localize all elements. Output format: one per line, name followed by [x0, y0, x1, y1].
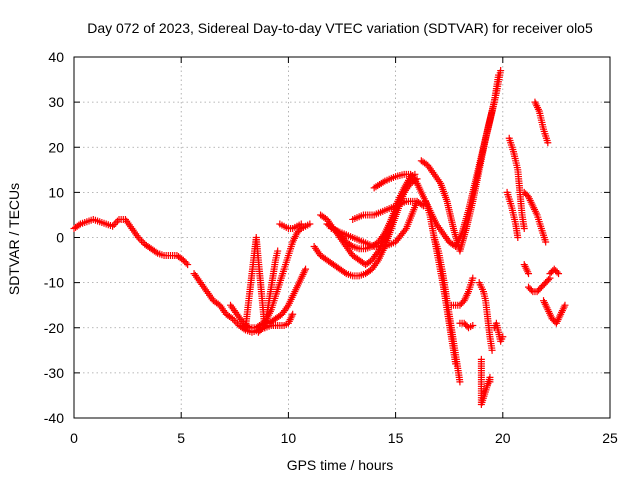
data-point	[232, 318, 240, 326]
data-point	[497, 67, 505, 75]
series-track-22	[505, 134, 528, 232]
data-point	[302, 265, 310, 273]
y-tick-label: 20	[48, 139, 64, 155]
y-tick-label: 40	[48, 49, 64, 65]
data-point	[514, 234, 522, 241]
y-tick-label: 0	[56, 230, 64, 246]
series-track-26	[525, 274, 554, 296]
data-point	[527, 286, 535, 294]
x-tick-label: 10	[281, 430, 297, 446]
series-track-19	[477, 355, 494, 408]
data-point	[75, 221, 83, 229]
x-tick-label: 15	[388, 430, 404, 446]
data-point	[230, 316, 238, 324]
series-track-05	[254, 220, 314, 336]
series-track-16	[447, 274, 477, 309]
data-point	[561, 301, 569, 309]
axis-ticks	[73, 56, 611, 419]
y-tick-labels: 40 30 20 10 0 -10 -20 -30 -40	[44, 49, 64, 426]
data-point	[138, 237, 146, 245]
series-track-06	[276, 220, 305, 232]
series-track-01	[70, 215, 192, 269]
y-axis-label: SDTVAR / TECUs	[6, 183, 22, 295]
data-point	[182, 259, 190, 267]
data-point	[544, 139, 552, 147]
y-tick-label: -20	[44, 320, 64, 336]
series-track-27	[520, 261, 533, 278]
data-point	[274, 247, 282, 255]
series-track-20	[484, 67, 505, 133]
chart-title: Day 072 of 2023, Sidereal Day-to-day VTE…	[87, 20, 593, 36]
x-tick-labels: 0 5 10 15 20 25	[70, 430, 618, 446]
data-point	[112, 219, 120, 227]
data-point	[456, 378, 464, 386]
series-track-13	[417, 107, 496, 255]
data-point	[109, 222, 117, 230]
series-track-29	[546, 265, 563, 278]
series-track-07	[310, 188, 408, 280]
series-track-04	[242, 234, 282, 332]
data-point	[486, 378, 494, 386]
data-point	[184, 261, 192, 269]
data-point	[110, 221, 118, 229]
series-track-28	[540, 297, 569, 327]
x-axis-label: GPS time / hours	[287, 457, 394, 473]
data-point	[347, 241, 355, 249]
data-point	[545, 276, 553, 284]
data-point	[555, 270, 563, 278]
series-track-15	[430, 234, 464, 386]
series-track-11	[349, 197, 427, 223]
data-point	[469, 274, 477, 282]
series-track-17	[456, 319, 477, 332]
data-point	[553, 268, 561, 276]
y-tick-label: -30	[44, 365, 64, 381]
series-track-18	[475, 279, 496, 354]
x-tick-label: 0	[70, 430, 78, 446]
data-point	[229, 315, 237, 323]
x-tick-label: 20	[495, 430, 511, 446]
data-point	[542, 238, 550, 246]
data-point	[499, 333, 507, 341]
x-tick-label: 5	[177, 430, 185, 446]
y-tick-label: 10	[48, 184, 64, 200]
x-tick-label: 25	[602, 430, 618, 446]
series-track-21	[490, 319, 507, 345]
data-point	[520, 224, 528, 232]
data-point	[289, 310, 297, 318]
data-point	[469, 321, 477, 329]
y-tick-label: 30	[48, 94, 64, 110]
data-point	[525, 270, 533, 278]
data-points	[70, 67, 569, 408]
data-point	[488, 346, 496, 354]
data-point	[134, 234, 142, 241]
data-point	[296, 226, 304, 234]
data-point	[113, 217, 121, 225]
series-track-25	[531, 98, 552, 147]
y-tick-label: -10	[44, 275, 64, 291]
series-track-23	[503, 188, 522, 241]
data-point	[152, 248, 160, 256]
series-track-24	[520, 188, 550, 246]
data-point	[401, 226, 409, 234]
data-point	[136, 235, 144, 243]
data-point	[306, 220, 314, 228]
series-track-08	[317, 170, 419, 269]
data-point	[341, 268, 349, 276]
y-tick-label: -40	[44, 410, 64, 426]
data-point	[297, 220, 305, 228]
